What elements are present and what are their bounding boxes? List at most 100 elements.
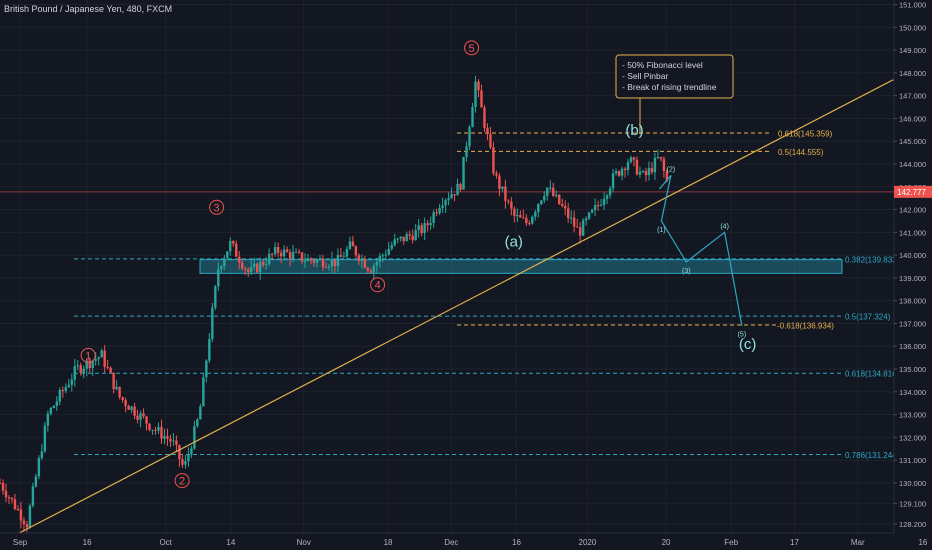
candle-body xyxy=(25,524,29,528)
candle-body xyxy=(351,241,355,247)
candle-body xyxy=(342,256,346,258)
candle-body xyxy=(629,157,633,163)
callout-line: - 50% Fibonacci level xyxy=(622,60,703,70)
candle-body xyxy=(178,445,181,460)
candle-body xyxy=(393,239,396,246)
candle-body xyxy=(1,483,5,491)
candle-body xyxy=(145,416,148,424)
price-tick-label: 139.000 xyxy=(899,274,926,283)
candle-body xyxy=(593,204,597,210)
price-axis-bg xyxy=(894,0,932,550)
candle-body xyxy=(569,217,573,219)
time-tick-label: Mar xyxy=(851,538,865,547)
candle-body xyxy=(471,107,474,128)
candle-body xyxy=(611,173,615,189)
candle-body xyxy=(276,247,280,253)
candle-body xyxy=(575,226,579,228)
candle-body xyxy=(638,171,642,175)
candle-body xyxy=(163,436,166,439)
candle-body xyxy=(217,269,220,287)
candle-body xyxy=(303,261,307,263)
candle-body xyxy=(581,220,585,236)
candle-body xyxy=(261,261,265,266)
price-tick-label: 149.000 xyxy=(899,46,926,55)
wave-label: 4 xyxy=(375,280,381,292)
candle-body xyxy=(312,260,316,263)
candle-body xyxy=(584,218,588,221)
candle-body xyxy=(423,223,426,234)
price-tick-label: 137.000 xyxy=(899,319,926,328)
wave-label: (a) xyxy=(505,233,523,250)
current-price-label: 142.777 xyxy=(897,188,926,197)
candle-body xyxy=(453,194,456,196)
candle-body xyxy=(297,251,301,253)
price-tick-label: 138.000 xyxy=(899,297,926,306)
fib-label: 0.382(139.833) xyxy=(845,255,900,264)
wave-circle xyxy=(370,277,386,293)
candle-body xyxy=(85,360,88,369)
candle-body xyxy=(426,223,429,226)
candle-body xyxy=(241,262,244,269)
candle-body xyxy=(211,307,214,339)
candle-body xyxy=(55,401,59,406)
candle-body xyxy=(232,241,235,244)
candle-body xyxy=(46,413,50,426)
candle-body xyxy=(273,247,277,255)
candle-body xyxy=(118,386,121,398)
time-tick-label: 16 xyxy=(512,538,521,547)
price-axis: 128.200 129.100 130.000 131.000 132.000 133.0… xyxy=(893,0,932,550)
candle-body xyxy=(82,368,85,373)
price-tick-label: 134.000 xyxy=(899,388,926,397)
candle-body xyxy=(106,366,109,368)
callout-line: - Sell Pinbar xyxy=(622,71,668,81)
candle-body xyxy=(324,267,328,269)
candle-body xyxy=(169,438,172,442)
candle-body xyxy=(372,265,376,273)
candle-body xyxy=(596,204,600,206)
price-tick-label: 129.100 xyxy=(899,499,926,508)
wave-circle xyxy=(174,473,190,489)
candle-body xyxy=(37,458,41,477)
candle-body xyxy=(13,499,17,510)
candle-body xyxy=(112,372,115,390)
candle-body xyxy=(564,206,567,209)
candle-body xyxy=(534,211,537,217)
time-axis: Sep 16 Oct 14 Nov 18 Dec 16 2020 20 Feb 17 Mar 16 xyxy=(0,532,928,547)
price-tick-label: 146.000 xyxy=(899,114,926,123)
projection-label: (4) xyxy=(720,223,729,230)
candle-body xyxy=(498,175,501,189)
price-tick-label: 147.000 xyxy=(899,92,926,101)
candle-body xyxy=(552,187,555,196)
candle-body xyxy=(486,127,489,135)
current-price-badge xyxy=(894,185,932,198)
candle-body xyxy=(294,251,298,253)
annotation-callout: - 50% Fibonacci level- Sell Pinbar- Brea… xyxy=(615,54,734,134)
candle-body xyxy=(459,183,462,190)
candle-body xyxy=(70,379,73,385)
candle-body xyxy=(100,350,103,358)
candle-body xyxy=(139,413,142,420)
fib-label: -0.618(136.934) xyxy=(777,321,834,330)
candle-body xyxy=(109,367,112,373)
candle-body xyxy=(309,258,313,261)
candle-body xyxy=(252,263,256,267)
price-tick-label: 132.000 xyxy=(899,433,926,442)
candle-body xyxy=(665,170,669,182)
candle-body xyxy=(267,253,271,265)
time-tick-label: 20 xyxy=(662,538,671,547)
candle-body xyxy=(495,173,498,176)
candle-body xyxy=(175,440,178,446)
candle-body xyxy=(318,258,322,260)
candle-body xyxy=(282,249,286,257)
candle-body xyxy=(330,259,334,267)
candle-body xyxy=(444,200,447,206)
candle-body xyxy=(635,159,639,175)
candle-body xyxy=(519,215,522,218)
candle-body xyxy=(28,505,32,528)
candle-body xyxy=(58,390,62,402)
candle-body xyxy=(91,360,94,369)
fib-label: 0.5(144.555) xyxy=(778,148,824,157)
candle-body xyxy=(546,187,549,196)
